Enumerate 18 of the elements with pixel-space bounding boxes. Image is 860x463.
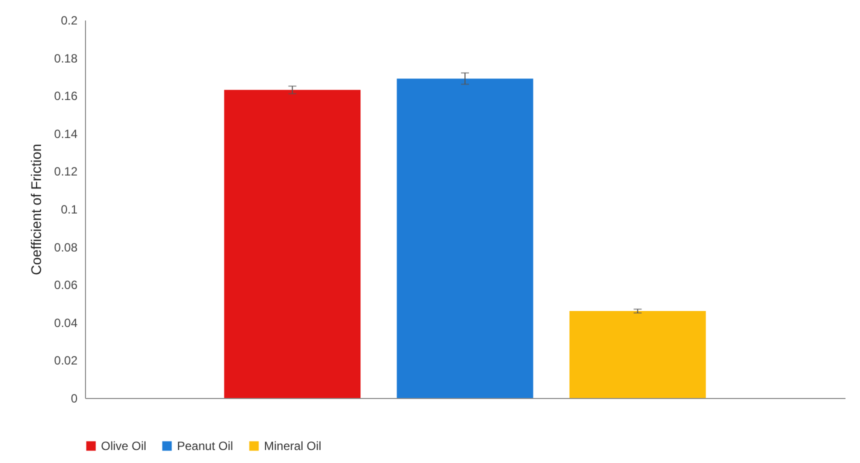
y-tick-label: 0.18 [54,51,78,66]
y-tick-label: 0.16 [54,89,78,104]
legend-label: Mineral Oil [264,439,322,453]
legend-label: Peanut Oil [177,439,234,453]
y-tick-label: 0.14 [54,126,78,141]
y-tick-label: 0.2 [60,14,78,28]
bar [396,78,534,398]
y-tick-label: 0.1 [60,202,78,216]
y-tick-label: 0.02 [54,354,78,368]
y-tick-label: 0.04 [54,316,78,330]
legend-label: Olive Oil [101,439,146,453]
y-tick-label: 0 [70,392,78,406]
bar [224,90,361,398]
y-tick-label: 0.06 [54,278,78,292]
bar [569,311,706,398]
y-tick-label: 0.12 [54,164,78,179]
y-axis-title: Coefficient of Friction [28,144,44,276]
y-tick-label: 0.08 [54,240,78,254]
